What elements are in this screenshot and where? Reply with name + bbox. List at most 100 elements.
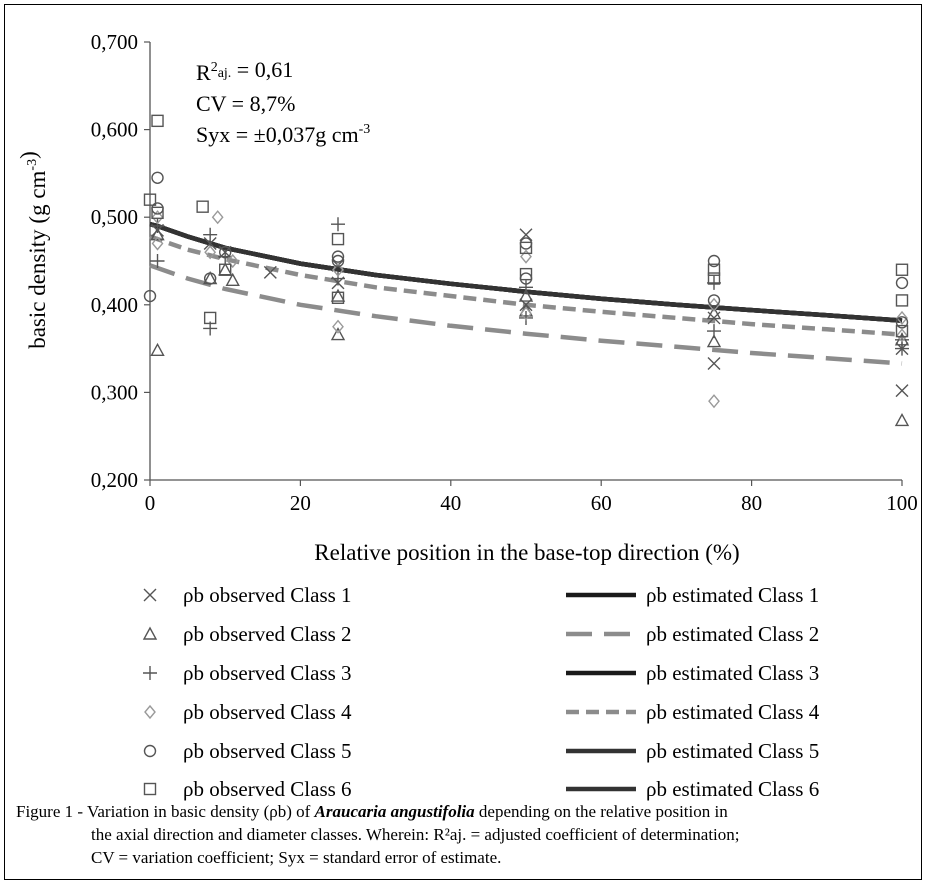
observed-point-class-2 (218, 262, 233, 276)
caption-line-2: the axial direction and diameter classes… (91, 825, 740, 844)
legend-estimated-label: ρb estimated Class 3 (646, 661, 819, 685)
legend-marker-class-6 (143, 782, 157, 796)
observed-point-class-6 (895, 324, 909, 338)
observed-point-class-6 (143, 193, 157, 206)
observed-point-class-4 (204, 245, 217, 260)
legend-estimated-label: ρb estimated Class 1 (646, 583, 819, 607)
x-tick-label: 80 (741, 491, 762, 515)
observed-point-class-5 (203, 272, 217, 285)
observed-point-class-5 (331, 254, 345, 268)
observed-point-class-4 (151, 210, 164, 225)
legend-observed-label: ρb observed Class 3 (183, 661, 352, 685)
observed-point-class-4 (708, 297, 720, 312)
observed-point-class-3 (150, 218, 165, 233)
observed-point-class-5 (331, 250, 345, 263)
observed-point-class-5 (895, 276, 909, 290)
stat-r2: R2aj. = 0,61 (196, 57, 293, 85)
observed-point-class-1 (707, 356, 721, 370)
observed-point-class-6 (519, 267, 533, 281)
estimated-lines (149, 222, 903, 366)
estimated-line-class-4 (149, 234, 903, 337)
observed-point-class-2 (225, 272, 240, 286)
observed-point-class-6 (151, 206, 164, 220)
observed-point-class-4 (151, 236, 164, 251)
y-tick-label: 0,200 (91, 468, 138, 492)
observed-point-class-4 (896, 328, 908, 343)
stats-box: R2aj. = 0,61 CV = 8,7% Syx = ±0,037g cm-… (196, 57, 370, 147)
observed-point-class-6 (196, 200, 209, 213)
x-tick-label: 60 (591, 491, 612, 515)
observed-point-class-3 (519, 310, 533, 325)
observed-point-class-4 (708, 394, 720, 409)
figure-caption: Figure 1 - Variation in basic density (ρ… (16, 800, 921, 869)
observed-point-class-5 (151, 171, 164, 184)
observed-point-class-2 (894, 412, 910, 427)
observed-point-class-6 (218, 263, 232, 276)
observed-point-class-3 (331, 217, 345, 232)
observed-point-class-3 (331, 271, 345, 286)
caption-line-3: CV = variation coefficient; Syx = standa… (91, 848, 502, 867)
legend-marker-class-5 (143, 744, 157, 758)
observed-point-class-3 (895, 341, 909, 356)
observed-point-class-3 (707, 275, 721, 290)
observed-point-class-5 (895, 316, 909, 329)
legend-observed-label: ρb observed Class 4 (183, 700, 352, 724)
x-tick-label: 40 (440, 491, 461, 515)
legend-marker-class-2 (142, 626, 158, 640)
stat-cv: CV = 8,7% (196, 91, 295, 116)
legend-marker-class-3 (143, 666, 157, 680)
observed-point-class-4 (520, 249, 532, 264)
observed-point-class-5 (707, 294, 721, 307)
x-tick-label: 100 (886, 491, 918, 515)
observed-point-class-2 (706, 306, 722, 320)
observed-point-class-1 (263, 265, 277, 279)
figure-frame (4, 4, 922, 880)
observed-point-class-6 (895, 263, 909, 276)
y-tick-label: 0,500 (91, 205, 138, 229)
observed-point-class-3 (203, 227, 218, 242)
caption-species: Araucaria angustifolia (314, 802, 475, 821)
y-tick-label: 0,700 (91, 30, 138, 54)
legend-estimated-label: ρb estimated Class 4 (646, 700, 820, 724)
stat-syx: Syx = ±0,037g cm-3 (196, 122, 370, 147)
observed-point-class-3 (707, 324, 721, 339)
x-tick-label: 0 (145, 491, 156, 515)
legend-observed-label: ρb observed Class 2 (183, 622, 352, 646)
observed-point-class-3 (519, 280, 533, 295)
legend-estimated-label: ρb estimated Class 6 (646, 777, 819, 801)
observed-point-class-6 (895, 294, 909, 307)
legend-observed-label: ρb observed Class 6 (183, 777, 352, 801)
observed-point-class-1 (203, 236, 217, 250)
estimated-line-class-2 (149, 263, 903, 366)
axes (144, 41, 903, 486)
caption-line-1: Figure 1 - Variation in basic density (ρ… (16, 802, 728, 821)
observed-point-class-5 (707, 254, 721, 268)
observed-point-class-4 (211, 210, 224, 225)
legend: ρb observed Class 1 ρb observed Class 2 ρb… (142, 583, 820, 801)
legend-observed-label: ρb observed Class 5 (183, 739, 352, 763)
y-tick-label: 0,300 (91, 380, 138, 404)
observed-point-class-4 (226, 253, 239, 269)
observed-point-class-6 (707, 272, 721, 285)
observed-markers (143, 114, 910, 427)
observed-point-class-3 (218, 249, 233, 264)
observed-point-class-1 (895, 384, 909, 398)
observed-point-class-3 (150, 254, 165, 268)
legend-estimated-label: ρb estimated Class 2 (646, 622, 819, 646)
y-tick-label: 0,400 (91, 293, 138, 317)
legend-estimated-label: ρb estimated Class 5 (646, 739, 819, 763)
observed-point-class-4 (332, 319, 344, 334)
observed-point-class-2 (150, 227, 165, 241)
x-tick-label: 20 (290, 491, 311, 515)
legend-observed-label: ρb observed Class 1 (183, 583, 352, 607)
observed-point-class-6 (331, 232, 345, 246)
y-axis-label: basic density (g cm-3) (16, 151, 50, 349)
observed-point-class-2 (518, 288, 534, 302)
observed-point-class-2 (330, 327, 346, 341)
observed-point-class-5 (218, 246, 232, 259)
tick-labels: 0,200 0,300 0,400 0,500 0,600 0,700 0 20 40 60 80 1… (91, 30, 918, 515)
estimated-line-class-6 (149, 222, 903, 323)
observed-point-class-6 (707, 263, 721, 276)
observed-point-class-4 (332, 262, 344, 277)
